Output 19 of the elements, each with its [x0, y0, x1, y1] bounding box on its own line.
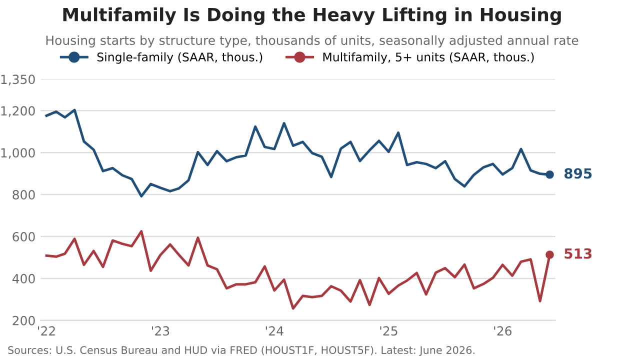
x-tick-label: '23 [152, 326, 170, 336]
y-tick-label: 1,000 [1, 148, 35, 159]
x-tick-label: '25 [380, 326, 398, 336]
y-tick-label: 200 [12, 316, 35, 326]
y-tick-label: 1,200 [1, 106, 35, 117]
x-tick-label: '24 [266, 326, 284, 336]
y-tick-label: 400 [12, 274, 35, 284]
x-tick-label: '22 [38, 326, 55, 336]
chart-title: Multifamily Is Doing the Heavy Lifting in Housing [63, 7, 561, 26]
legend-label: Multifamily, 5+ units (SAAR, thous.) [323, 52, 534, 64]
y-tick-label: 1,350 [1, 74, 35, 86]
chart-subtitle: Housing starts by structure type, thousands of units, seasonally adjusted annual rate [46, 35, 578, 48]
source-note: Sources: U.S. Census Bureau and HUD via FRED (HOUST1F, HOUST5F). Latest: June 2026. [8, 346, 474, 356]
y-tick-label: 600 [12, 232, 35, 242]
x-tick-label: '26 [494, 326, 512, 336]
legend-label: Single-family (SAAR, thous.) [97, 52, 262, 64]
y-tick-label: 800 [12, 190, 35, 200]
data-label: 513 [564, 248, 592, 259]
data-label: 895 [564, 168, 592, 179]
